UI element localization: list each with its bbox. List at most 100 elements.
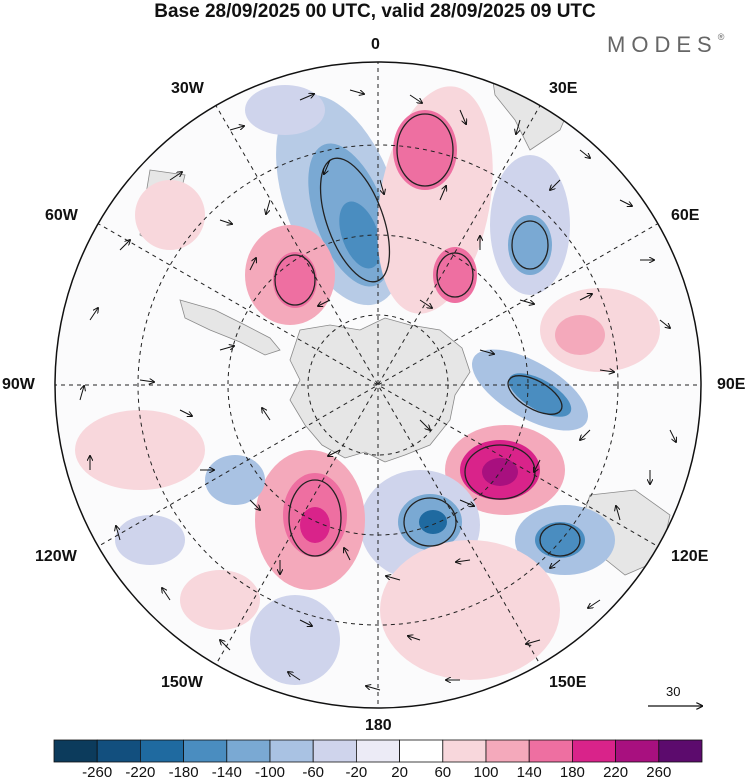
latitude-circle <box>137 144 619 626</box>
colorbar-tick-label: 220 <box>603 764 629 781</box>
wind-vectors <box>79 89 676 691</box>
blue-anomaly <box>339 201 381 269</box>
colorbar-tick-label: -260 <box>82 764 113 781</box>
wind-arrow <box>579 294 592 301</box>
lon-label-0: 0 <box>371 36 380 53</box>
wind-arrow <box>459 109 466 124</box>
wind-arrow <box>419 419 430 430</box>
blue-anomaly <box>245 85 325 135</box>
wind-arrow <box>386 576 401 581</box>
wind-arrow <box>580 429 591 440</box>
wind-arrow <box>409 94 422 103</box>
brand-logo: MODES® <box>607 32 724 58</box>
wind-arrow <box>139 380 154 382</box>
lon-label-90w: 90W <box>2 376 35 393</box>
wind-arrow <box>179 409 192 416</box>
map-disk <box>55 62 701 708</box>
reference-vector-label: 30 <box>666 684 681 699</box>
contour-line <box>396 113 454 187</box>
wind-arrow <box>550 559 561 568</box>
map-boundary <box>54 61 702 709</box>
anomaly-field <box>75 85 660 685</box>
wind-arrow <box>456 560 471 562</box>
pink-anomaly <box>135 180 205 250</box>
colorbar-swatch <box>53 739 98 763</box>
wind-arrow <box>349 89 364 94</box>
brand-name: MODES <box>607 32 718 57</box>
blue-anomaly <box>419 510 447 534</box>
contour-line <box>288 479 342 557</box>
wind-arrow <box>550 179 561 190</box>
brand-registered-mark: ® <box>717 32 725 42</box>
colorbar <box>53 739 703 763</box>
colorbar-swatch <box>572 739 617 763</box>
colorbar-tick-label: 180 <box>559 764 585 781</box>
blue-anomaly <box>205 455 265 505</box>
colorbar-swatch <box>96 739 141 763</box>
colorbar-tick-label: -140 <box>211 764 242 781</box>
colorbar-swatch <box>139 739 184 763</box>
colorbar-swatch <box>312 739 357 763</box>
lon-label-30w: 30W <box>171 80 204 97</box>
pink-anomaly <box>300 507 330 543</box>
lon-label-90e: 90E <box>717 376 746 393</box>
wind-arrow <box>219 219 232 224</box>
wind-arrow <box>669 429 676 442</box>
wind-arrow <box>408 636 421 641</box>
wind-arrow <box>229 126 244 131</box>
wind-arrow <box>534 459 541 472</box>
wind-arrow <box>299 619 312 626</box>
lon-label-150e: 150E <box>549 674 587 691</box>
chart-title: Base 28/09/2025 00 UTC, valid 28/09/2025… <box>154 1 596 22</box>
lon-label-150w: 150W <box>161 674 203 691</box>
contour-line <box>274 254 316 306</box>
wind-arrow <box>419 299 432 308</box>
contour-line <box>403 497 457 547</box>
wind-arrow <box>619 199 632 206</box>
wind-arrow <box>379 179 384 194</box>
colorbar-tick-label: 20 <box>391 764 408 781</box>
colorbar-tick-label: -220 <box>125 764 156 781</box>
wind-arrow <box>89 308 98 321</box>
blue-anomaly <box>115 515 185 565</box>
colorbar-swatch <box>658 739 703 763</box>
wind-arrow <box>519 299 534 304</box>
lon-label-120e: 120E <box>671 548 709 565</box>
wind-arrow <box>249 499 260 510</box>
colorbar-tick-label: -100 <box>254 764 286 781</box>
lon-label-120w: 120W <box>35 548 77 565</box>
colorbar-tick-label: 260 <box>646 764 672 781</box>
wind-arrow <box>119 240 130 251</box>
pink-anomaly <box>75 410 205 490</box>
contour-line <box>539 523 581 557</box>
wind-arrow <box>439 186 446 201</box>
pink-anomaly <box>180 570 260 630</box>
contour-line <box>436 252 474 298</box>
blue-anomaly <box>535 522 585 558</box>
lon-label-60e: 60E <box>671 207 700 224</box>
wind-arrow <box>318 299 331 306</box>
colorbar-tick-label: -180 <box>168 764 199 781</box>
colorbar-swatch <box>355 739 400 763</box>
graticule <box>55 62 701 708</box>
colorbar-tick-label: -20 <box>345 764 368 781</box>
colorbar-swatch <box>442 739 487 763</box>
pink-anomaly <box>482 458 518 486</box>
wind-arrow <box>220 640 231 651</box>
colorbar-swatch <box>528 739 573 763</box>
colorbar-swatch <box>615 739 660 763</box>
wind-arrow <box>79 386 84 401</box>
wind-arrow <box>659 319 670 328</box>
wind-arrow <box>299 94 314 101</box>
wind-arrow <box>219 346 234 351</box>
wind-arrow <box>328 449 341 456</box>
colorbar-tick-label: 60 <box>434 764 452 781</box>
pink-anomaly <box>380 540 560 680</box>
colorbar-swatch <box>226 739 271 763</box>
antarctic-peninsula-land <box>179 299 281 356</box>
contour-line <box>319 157 391 283</box>
contour-line <box>511 220 549 270</box>
wind-arrow <box>262 408 271 421</box>
wind-arrow <box>616 506 621 521</box>
